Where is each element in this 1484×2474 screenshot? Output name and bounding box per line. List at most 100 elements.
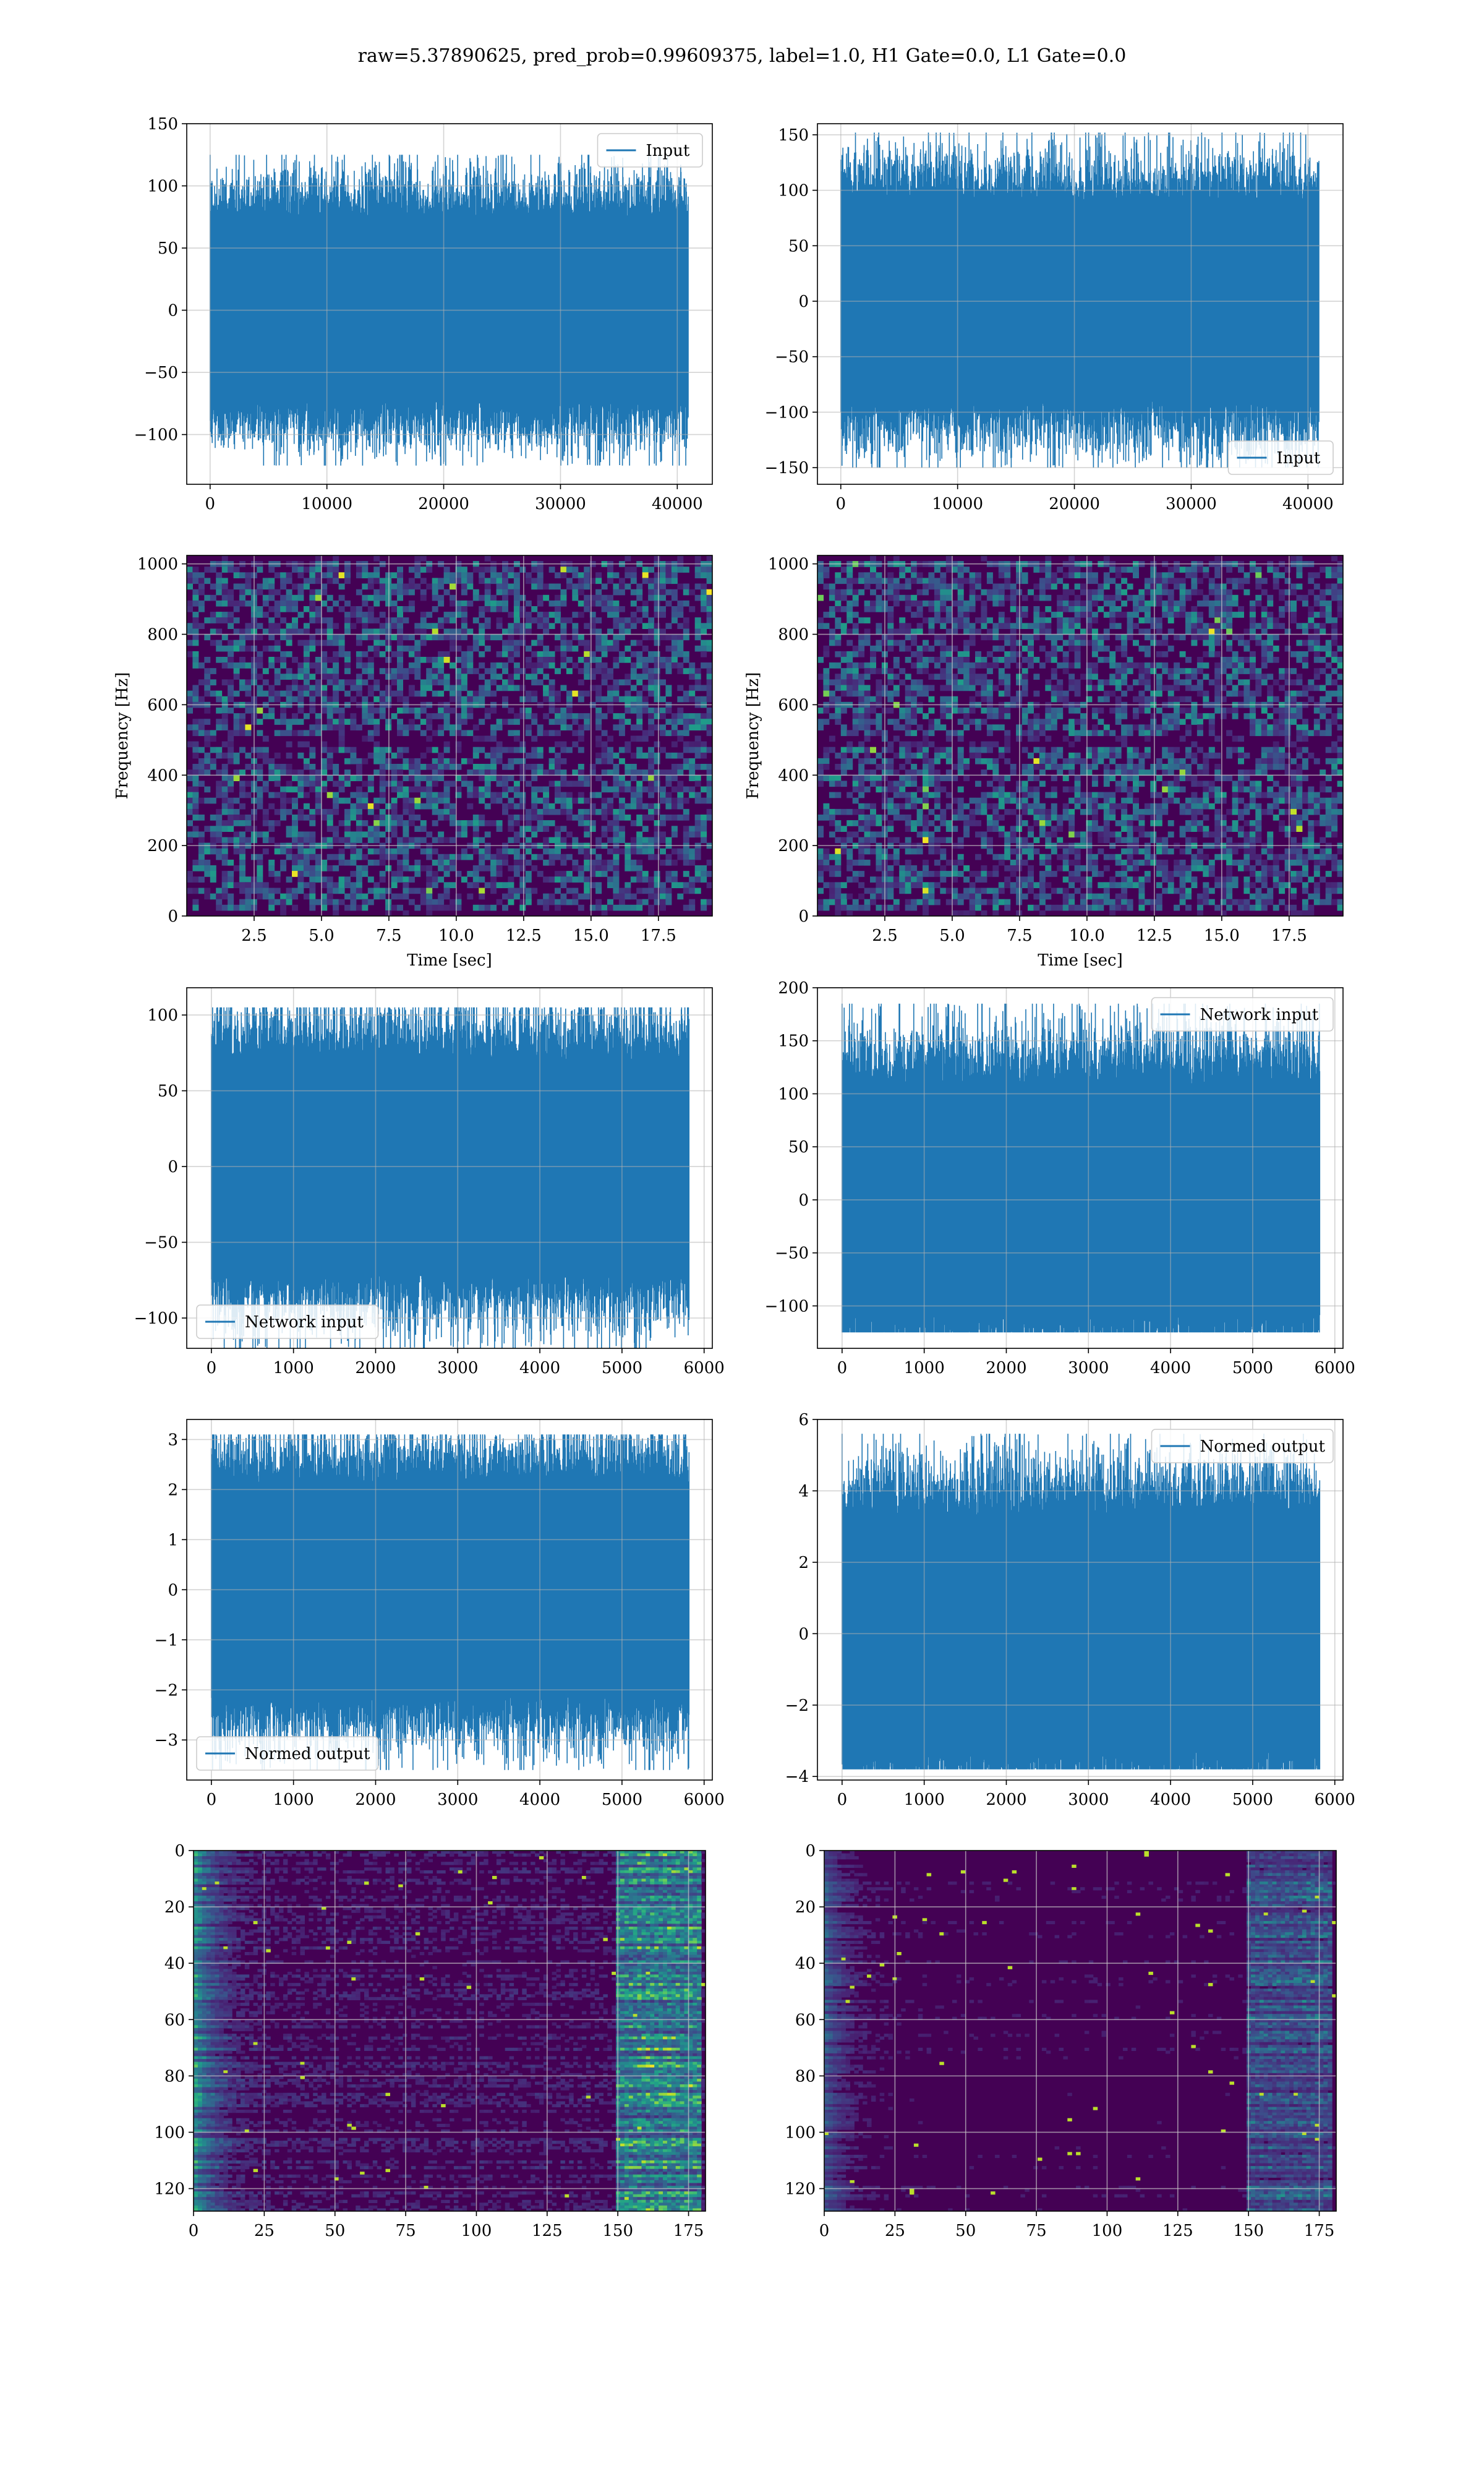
normed-output-l1-xtick-label: 5000 (1232, 1791, 1273, 1809)
network-input-l1-xtick-label: 1000 (904, 1359, 945, 1377)
input-l1-legend-box (1227, 440, 1334, 475)
feature-map-h1-heatmap-cells (194, 1851, 706, 2211)
input-l1-xtick-label: 0 (836, 495, 846, 513)
spectrogram-h1-xtick-label: 2.5 (241, 927, 267, 945)
feature-map-l1-xtick-label: 25 (885, 2222, 905, 2240)
input-h1-ytick-label: 100 (147, 178, 178, 196)
normed-output-h1-ytick-label: −2 (155, 1681, 178, 1700)
spectrogram-l1-ytick-label: 600 (778, 696, 809, 714)
input-h1-legend-label: Input (646, 142, 690, 160)
normed-output-h1-xtick-label: 6000 (684, 1791, 725, 1809)
normed-output-l1-ytick-label: 0 (798, 1625, 809, 1643)
network-input-h1-xtick-label: 0 (207, 1359, 217, 1377)
input-h1-legend: Input (597, 133, 703, 168)
spectrogram-h1-plot-area (187, 555, 712, 916)
input-h1-ytick-label: −100 (134, 426, 178, 445)
feature-map-h1-frame (193, 1850, 706, 2212)
input-h1-ytick-label: 150 (147, 115, 178, 134)
input-h1-frame (186, 123, 713, 485)
normed-output-h1-axes: 0 1000 2000 3000 4000 5000 6000 −3 −2 −1 0 1 2 3 Norme… (155, 1419, 725, 1809)
normed-output-h1-frame (186, 1419, 713, 1781)
network-input-h1-ytick-label: −50 (144, 1234, 178, 1252)
feature-map-l1-ytick-label: 20 (795, 1898, 816, 1917)
feature-map-l1-xtick-label: 50 (955, 2222, 976, 2240)
normed-output-l1-axes: 0 1000 2000 3000 4000 5000 6000 −4 −2 0 2 4 6 Normed … (785, 1411, 1355, 1809)
normed-output-h1-legend-label: Normed output (245, 1745, 370, 1763)
spectrogram-l1-xlabel: Time [sec] (1038, 951, 1123, 970)
normed-output-l1-legend: Normed output (1151, 1429, 1334, 1463)
feature-map-h1-ytick-label: 80 (164, 2067, 185, 2086)
network-input-l1-legend-label: Network input (1200, 1006, 1319, 1024)
spectrogram-l1-ytick-label: 200 (778, 837, 809, 855)
input-l1-grid (817, 124, 1343, 484)
network-input-l1-plot-area (842, 1003, 1321, 1333)
network-input-h1-ytick-label: 50 (158, 1082, 178, 1101)
feature-map-l1-heatmap-cells (824, 1851, 1336, 2211)
input-l1-plot-area (840, 132, 1320, 468)
spectrogram-h1-axes: 2.5 5.0 7.5 10.0 12.5 15.0 17.5 0 200 400 600 800 10… (113, 555, 713, 970)
network-input-l1-ytick-label: 0 (798, 1191, 809, 1210)
network-input-l1-xtick-label: 4000 (1150, 1359, 1191, 1377)
spectrogram-h1-xtick-label: 5.0 (309, 927, 334, 945)
spectrogram-h1-ylabel: Frequency [Hz] (113, 672, 132, 800)
input-h1-xtick-label: 20000 (418, 495, 469, 513)
network-input-l1-ytick-label: −100 (765, 1297, 809, 1316)
spectrogram-l1-xtick-label: 12.5 (1136, 927, 1172, 945)
spectrogram-l1-ylabel: Frequency [Hz] (744, 672, 762, 800)
feature-map-l1-ytick-label: 80 (795, 2067, 816, 2086)
input-h1-legend-box (597, 133, 703, 168)
input-h1-xtick-label: 40000 (652, 495, 703, 513)
spectrogram-h1-ytick-label: 400 (147, 766, 178, 785)
network-input-h1-xtick-label: 1000 (273, 1359, 314, 1377)
spectrogram-h1-ytick-label: 600 (147, 696, 178, 714)
spectrogram-l1-ytick-label: 1000 (768, 555, 809, 574)
normed-output-l1-ytick-label: −2 (785, 1697, 809, 1715)
feature-map-h1-plot-area (194, 1851, 706, 2211)
network-input-h1-plot-area (211, 1007, 690, 1348)
network-input-l1-xtick-label: 6000 (1315, 1359, 1355, 1377)
normed-output-l1-xtick-label: 6000 (1315, 1791, 1355, 1809)
input-h1-ytick-label: 0 (168, 302, 178, 320)
figure-suptitle: raw=5.37890625, pred_prob=0.99609375, la… (358, 45, 1127, 67)
input-l1-xtick-label: 10000 (932, 495, 983, 513)
input-l1-ytick-label: −100 (765, 403, 809, 422)
normed-output-h1-legend-box (196, 1736, 379, 1771)
feature-map-h1-ytick-label: 100 (154, 2123, 185, 2142)
normed-output-h1-ytick-label: −1 (155, 1631, 178, 1650)
normed-output-h1-xtick-label: 3000 (437, 1791, 478, 1809)
input-h1-xtick-label: 30000 (535, 495, 586, 513)
input-l1-series-line (840, 132, 1320, 468)
network-input-h1-legend: Network input (196, 1304, 379, 1339)
normed-output-h1-series-line (211, 1434, 690, 1770)
input-l1-legend-label: Input (1277, 449, 1321, 468)
normed-output-l1-frame (817, 1419, 1344, 1781)
feature-map-h1-xtick-label: 125 (532, 2222, 563, 2240)
normed-output-h1-ytick-label: −3 (155, 1731, 178, 1750)
spectrogram-h1-xtick-label: 15.0 (573, 927, 609, 945)
input-l1-ytick-label: −50 (775, 348, 809, 367)
normed-output-l1-legend-label: Normed output (1200, 1437, 1326, 1456)
network-input-l1-ytick-label: −50 (775, 1244, 809, 1263)
network-input-l1-legend-box (1151, 997, 1334, 1032)
input-h1-axes: 0 10000 20000 30000 40000 −100 −50 0 50 100 150 Inp… (134, 115, 713, 513)
normed-output-h1-xtick-label: 0 (207, 1791, 217, 1809)
spectrogram-l1-ytick-label: 400 (778, 766, 809, 785)
normed-output-l1-ytick-label: 6 (798, 1411, 809, 1429)
network-input-l1-xtick-label: 2000 (986, 1359, 1026, 1377)
normed-output-h1-plot-area (211, 1434, 690, 1770)
network-input-l1-ytick-label: 100 (778, 1085, 809, 1103)
spectrogram-l1-xtick-label: 7.5 (1007, 927, 1032, 945)
network-input-l1-xtick-label: 3000 (1068, 1359, 1109, 1377)
feature-map-h1-xtick-label: 100 (461, 2222, 492, 2240)
input-l1-ytick-label: 0 (798, 293, 809, 311)
input-l1-xtick-label: 20000 (1049, 495, 1100, 513)
feature-map-h1-xtick-label: 50 (325, 2222, 345, 2240)
normed-output-l1-series-line (842, 1434, 1321, 1770)
feature-map-h1-ytick-label: 60 (164, 2011, 185, 2029)
input-l1-xtick-label: 30000 (1166, 495, 1217, 513)
spectrogram-l1-frame (817, 555, 1344, 917)
input-h1-ytick-label: 50 (158, 239, 178, 258)
feature-map-l1-ytick-label: 100 (785, 2123, 816, 2142)
input-l1-ytick-label: −150 (765, 459, 809, 477)
